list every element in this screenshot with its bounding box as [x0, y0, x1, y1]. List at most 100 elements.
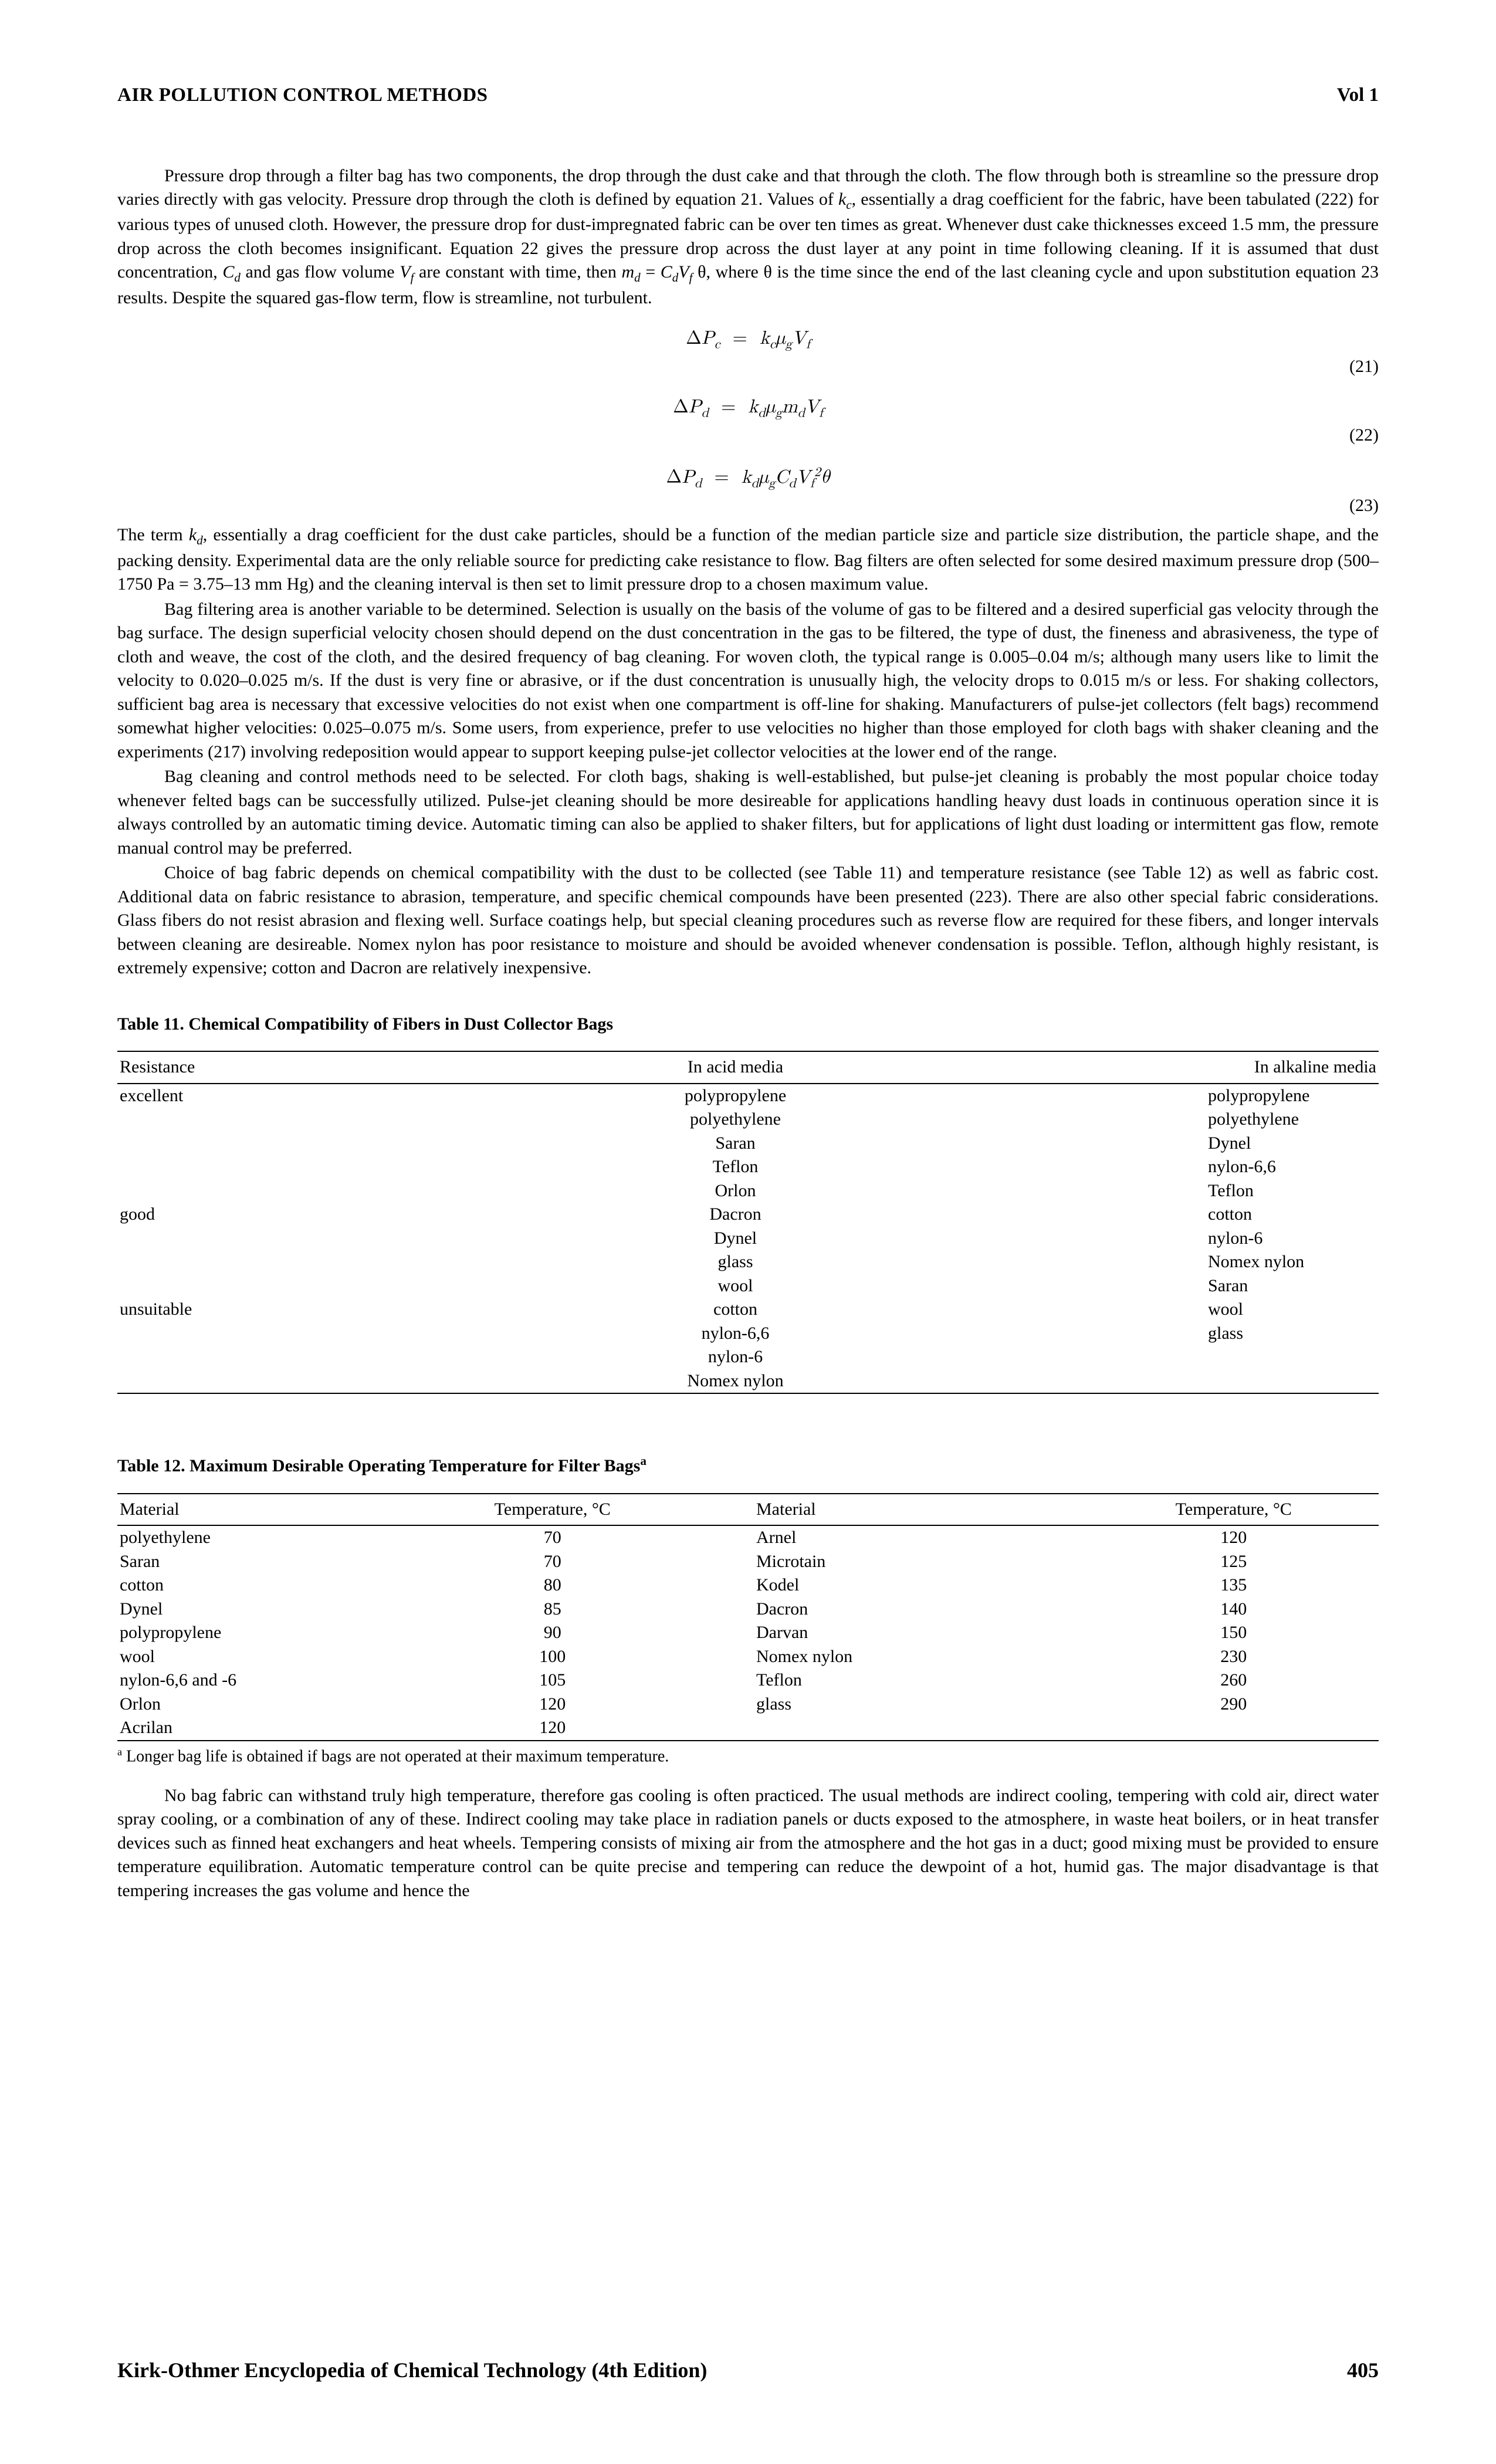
table-cell: 140: [1089, 1597, 1379, 1622]
equation-23: ΔPd = kdμgCdVf2θ: [117, 463, 1379, 492]
table-cell: Kodel: [698, 1573, 1089, 1597]
table-12: Material Temperature, °C Material Temper…: [117, 1493, 1379, 1741]
table-header: Temperature, °C: [408, 1494, 698, 1526]
table-cell: wool: [521, 1274, 950, 1298]
equation-23-number: (23): [117, 494, 1379, 518]
table-row: glassNomex nylon: [117, 1250, 1379, 1274]
table-cell: 120: [408, 1693, 698, 1717]
table-header: In acid media: [521, 1051, 950, 1084]
table-row: polyethylene70Arnel120: [117, 1525, 1379, 1550]
table-row: OrlonTeflon: [117, 1179, 1379, 1203]
table-cell: 120: [1089, 1525, 1379, 1550]
table-cell: Dynel: [117, 1597, 408, 1622]
table-cell: Saran: [117, 1550, 408, 1574]
table-cell: Darvan: [698, 1621, 1089, 1645]
table-cell: nylon-6: [950, 1227, 1379, 1251]
table-cell: wool: [950, 1298, 1379, 1322]
table-cell: 80: [408, 1573, 698, 1597]
table-cell: [117, 1108, 521, 1132]
header-title: AIR POLLUTION CONTROL METHODS: [117, 82, 488, 109]
table-cell: nylon-6,6: [950, 1155, 1379, 1179]
table-cell: polypropylene: [521, 1084, 950, 1108]
table-12-title: Table 12. Maximum Desirable Operating Te…: [117, 1453, 1379, 1478]
table-cell: 100: [408, 1645, 698, 1669]
table-cell: Nomex nylon: [698, 1645, 1089, 1669]
table-cell: Dynel: [950, 1132, 1379, 1156]
table-cell: 260: [1089, 1668, 1379, 1693]
table-cell: Saran: [521, 1132, 950, 1156]
table-cell: Orlon: [117, 1693, 408, 1717]
table-cell: cotton: [521, 1298, 950, 1322]
table-cell: [950, 1369, 1379, 1394]
table-cell: unsuitable: [117, 1298, 521, 1322]
table-row: Dynel85Dacron140: [117, 1597, 1379, 1622]
table-cell: [117, 1322, 521, 1346]
table-cell: polyethylene: [950, 1108, 1379, 1132]
table-cell: [117, 1369, 521, 1394]
table-11: Resistance In acid media In alkaline med…: [117, 1051, 1379, 1394]
paragraph-1: Pressure drop through a filter bag has t…: [117, 164, 1379, 310]
table-row: nylon-6,6 and -6105Teflon260: [117, 1668, 1379, 1693]
table-cell: [950, 1345, 1379, 1369]
table-12-footnote: a Longer bag life is obtained if bags ar…: [117, 1745, 1379, 1768]
table-cell: polyethylene: [117, 1525, 408, 1550]
table-cell: 150: [1089, 1621, 1379, 1645]
table-row: Dynelnylon-6: [117, 1227, 1379, 1251]
table-row: Orlon120glass290: [117, 1693, 1379, 1717]
table-cell: wool: [117, 1645, 408, 1669]
paragraph-4: Bag cleaning and control methods need to…: [117, 765, 1379, 860]
paragraph-3: Bag filtering area is another variable t…: [117, 598, 1379, 764]
table-header: Material: [117, 1494, 408, 1526]
table-cell: Orlon: [521, 1179, 950, 1203]
table-cell: 230: [1089, 1645, 1379, 1669]
table-cell: [117, 1155, 521, 1179]
table-row: nylon-6,6glass: [117, 1322, 1379, 1346]
table-row: nylon-6: [117, 1345, 1379, 1369]
table-cell: glass: [950, 1322, 1379, 1346]
table-row: Nomex nylon: [117, 1369, 1379, 1394]
table-cell: polyethylene: [521, 1108, 950, 1132]
equation-22: ΔPd = kdμgmdVf: [117, 395, 1379, 422]
table-cell: Arnel: [698, 1525, 1089, 1550]
table-cell: 125: [1089, 1550, 1379, 1574]
table-row: wool100Nomex nylon230: [117, 1645, 1379, 1669]
table-cell: glass: [698, 1693, 1089, 1717]
table-cell: Dacron: [521, 1203, 950, 1227]
table-cell: 105: [408, 1668, 698, 1693]
table-cell: cotton: [117, 1573, 408, 1597]
table-cell: 290: [1089, 1693, 1379, 1717]
table-cell: [1089, 1716, 1379, 1741]
footer-reference: Kirk-Othmer Encyclopedia of Chemical Tec…: [117, 2356, 707, 2385]
table-header: Resistance: [117, 1051, 521, 1084]
paragraph-6: No bag fabric can withstand truly high t…: [117, 1784, 1379, 1903]
paragraph-2: The term kd, essentially a drag coeffici…: [117, 523, 1379, 596]
table-cell: [117, 1227, 521, 1251]
table-cell: 135: [1089, 1573, 1379, 1597]
footer-page-number: 405: [1347, 2356, 1379, 2385]
table-cell: 120: [408, 1716, 698, 1741]
table-cell: 90: [408, 1621, 698, 1645]
table-cell: Teflon: [521, 1155, 950, 1179]
table-row: cotton80Kodel135: [117, 1573, 1379, 1597]
table-row: goodDacroncotton: [117, 1203, 1379, 1227]
page: AIR POLLUTION CONTROL METHODS Vol 1 Pres…: [0, 0, 1496, 2464]
table-cell: cotton: [950, 1203, 1379, 1227]
header-volume: Vol 1: [1337, 82, 1379, 109]
table-cell: [117, 1132, 521, 1156]
table-cell: glass: [521, 1250, 950, 1274]
table-cell: Microtain: [698, 1550, 1089, 1574]
table-row: Resistance In acid media In alkaline med…: [117, 1051, 1379, 1084]
table-row: Saran70Microtain125: [117, 1550, 1379, 1574]
equation-22-number: (22): [117, 424, 1379, 448]
table-row: Acrilan120: [117, 1716, 1379, 1741]
table-cell: [117, 1345, 521, 1369]
page-header: AIR POLLUTION CONTROL METHODS Vol 1: [117, 82, 1379, 109]
page-footer: Kirk-Othmer Encyclopedia of Chemical Tec…: [117, 2356, 1379, 2385]
table-row: Teflonnylon-6,6: [117, 1155, 1379, 1179]
table-cell: 85: [408, 1597, 698, 1622]
table-cell: Nomex nylon: [950, 1250, 1379, 1274]
table-cell: polypropylene: [950, 1084, 1379, 1108]
table-cell: Dynel: [521, 1227, 950, 1251]
table-11-title: Table 11. Chemical Compatibility of Fibe…: [117, 1013, 1379, 1037]
table-cell: Saran: [950, 1274, 1379, 1298]
